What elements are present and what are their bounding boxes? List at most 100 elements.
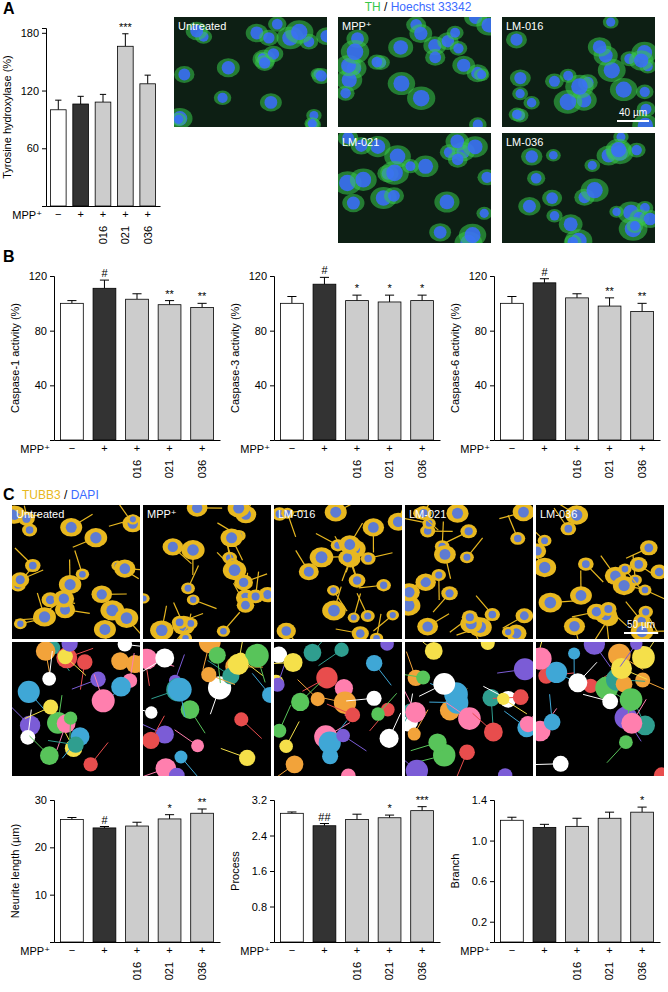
category-label: 021 [383,460,395,478]
cell-body [402,159,419,173]
category-label: 021 [383,962,395,980]
category-label: 021 [163,460,175,478]
cell-body [609,206,623,218]
nucleus [480,209,489,218]
bar [73,104,89,206]
nucleus [356,629,365,638]
bar [533,827,556,942]
nucleus [512,110,522,120]
micrograph [274,642,402,776]
bar-chart: #***102030Neurite length (µm)−++++MPP⁺01… [9,794,221,980]
separator: / [381,0,391,14]
cell-body [539,593,562,613]
tick-label: + [606,944,612,956]
cell-body [386,610,399,621]
cell-body [338,86,355,101]
tick-label: 80 [35,325,47,337]
tick-mark [490,331,494,332]
nucleus [445,589,453,597]
category-label: 036 [196,460,208,478]
cell-body [441,586,458,600]
error-bar [58,100,59,110]
cell-body [542,190,562,207]
error-cap [165,814,174,815]
tick: + [354,440,360,454]
cell-body [363,518,384,536]
bar-chart: *0.20.61.01.4Branch−++++MPP⁺016021036 [449,794,661,980]
cell-body [584,159,600,172]
nucleus [351,615,357,621]
segmented-cell [286,756,304,774]
tick-label: − [69,442,75,454]
cell-body [174,113,186,126]
error-cap [540,824,549,825]
nucleus [388,190,400,202]
cell-body [221,528,243,547]
tick: 1.0 [472,835,494,847]
category-label: 036 [196,962,208,980]
segmented-cell [497,693,509,705]
row-label: MPP⁺ [20,443,50,455]
micrograph-background [502,133,655,243]
bar [631,312,654,440]
nucleus [291,24,307,40]
bar [501,303,524,440]
tick: − [289,942,295,956]
category-label: 036 [416,460,428,478]
tick-label: + [144,208,150,220]
micrograph [12,642,140,776]
cell-body [513,505,533,521]
segmented-cell [143,649,157,669]
nucleus [640,87,650,97]
tick-label: + [419,442,425,454]
tick-label: 0.6 [472,875,487,887]
y-axis: 4080120 [469,270,495,440]
nucleus [576,590,587,601]
nucleus [518,507,529,518]
cell-body [581,179,609,202]
scale-bar [624,632,658,634]
cell-body [259,30,279,46]
tick: − [509,440,515,454]
cell-body [388,72,416,95]
tick-label: 120 [21,85,39,97]
panel-letter: A [3,0,15,17]
tick: + [199,440,205,454]
nucleus [422,621,432,631]
error-cap [67,817,76,818]
segmented-cell [553,756,569,772]
axis-line [270,801,275,943]
cell-body [341,40,369,64]
bar [126,299,149,440]
error-cap [507,296,516,297]
cell-body [342,194,364,213]
nucleus [525,150,538,163]
nucleus [546,192,558,204]
bar-chart: #***4080120Caspase-3 activity (%)−++++MP… [229,264,441,478]
error-bar [125,34,126,47]
tick-mark [42,148,46,149]
separator: / [61,488,71,502]
tick-label: 120 [29,270,47,282]
nucleus [220,628,227,635]
error-cap [78,96,84,97]
tick: − [509,942,515,956]
cell-body [636,84,654,99]
error-bar [511,297,512,304]
category-label: 036 [636,460,648,478]
error-cap [605,297,614,298]
tick-label: + [100,208,106,220]
bar [378,302,401,440]
cell-body [536,543,546,558]
error-cap [352,814,361,815]
error-bar [642,807,643,812]
cell-body [518,197,540,216]
nucleus [523,200,536,213]
micrograph [143,642,271,776]
tick-label: − [55,208,61,220]
cell-body [172,616,187,629]
tick: 3.2 [252,794,274,806]
significance: ** [198,796,207,808]
nucleus [355,172,371,188]
y-axis: 0.20.61.01.4 [472,794,495,942]
